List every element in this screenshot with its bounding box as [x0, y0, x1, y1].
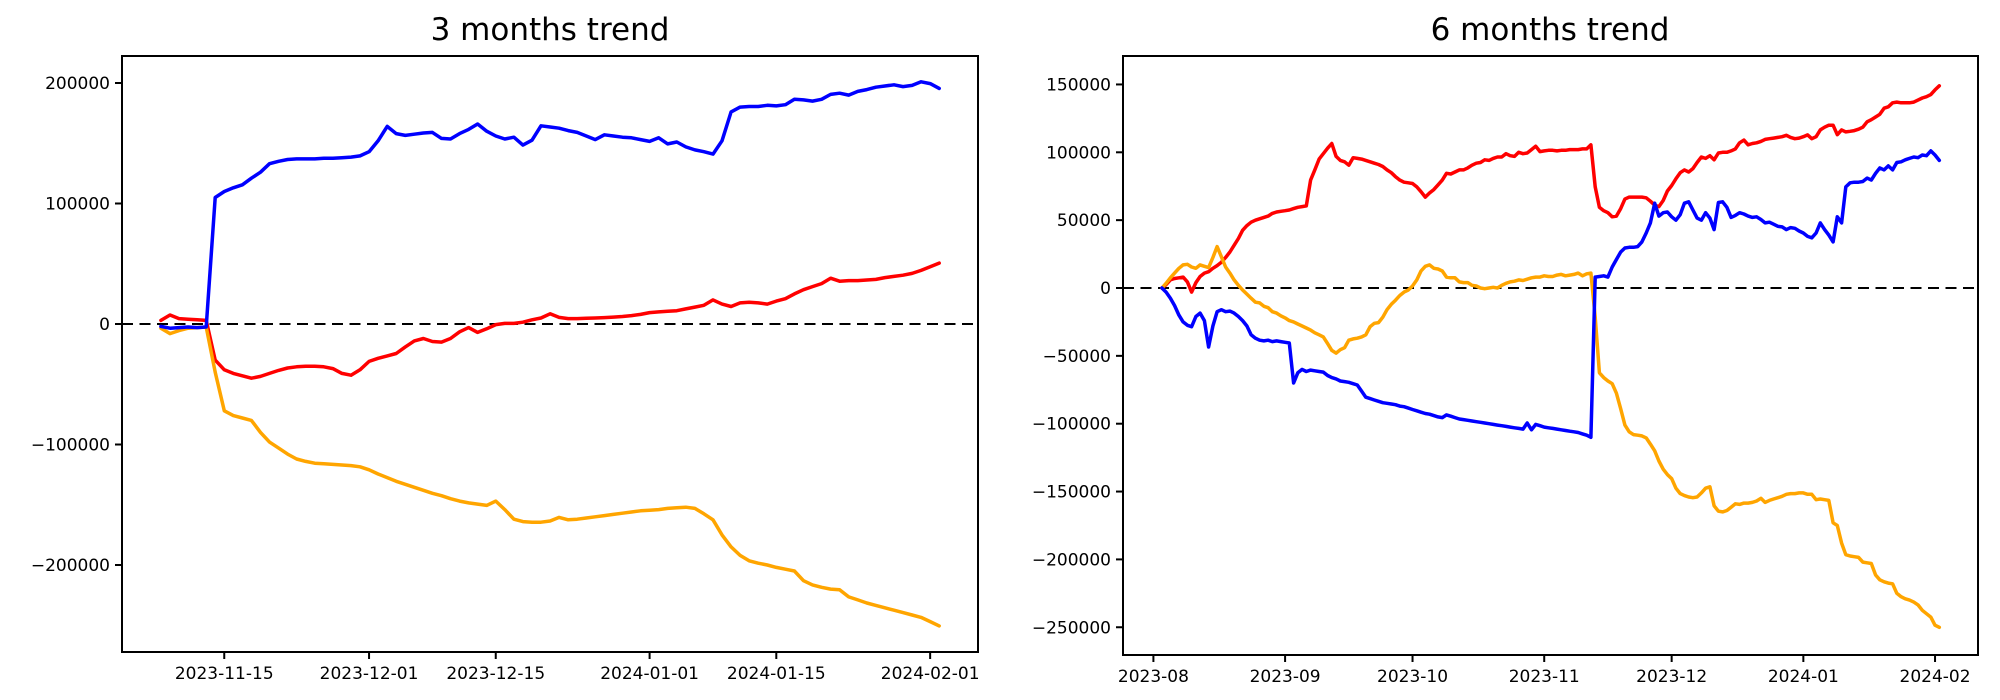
- x-tick-label: 2023-11: [1509, 667, 1580, 687]
- y-tick-label: −250000: [1032, 618, 1111, 638]
- x-tick-label: 2024-01-15: [727, 664, 826, 684]
- series-line-red: [159, 261, 941, 380]
- series-line-orange: [159, 325, 941, 628]
- x-tick-label: 2023-12: [1636, 667, 1707, 687]
- x-tick-label: 2023-12-01: [320, 664, 419, 684]
- series-line-blue: [159, 80, 941, 330]
- x-tick-label: 2023-08: [1118, 667, 1189, 687]
- x-tick-label: 2023-09: [1250, 667, 1321, 687]
- chart-title-6-months: 6 months trend: [1431, 12, 1670, 48]
- y-tick-label: 0: [99, 315, 110, 335]
- x-tick-label: 2023-11-15: [175, 664, 274, 684]
- x-tick-label: 2024-01: [1768, 667, 1839, 687]
- chart-title-3-months: 3 months trend: [431, 12, 670, 48]
- plot-frame: [121, 55, 979, 653]
- y-tick-label: 100000: [45, 195, 110, 215]
- y-tick-label: 0: [1100, 279, 1111, 299]
- y-tick-label: −100000: [1032, 415, 1111, 435]
- axes-layer: 200000 100000 0 −100000 −200000 2023-11-15 202…: [31, 55, 1979, 687]
- y-tick-label: 50000: [1057, 211, 1111, 231]
- plot-frame: [1122, 55, 1979, 656]
- y-tick-label: −50000: [1043, 347, 1111, 367]
- x-tick-label: 2023-10: [1377, 667, 1448, 687]
- y-tick-label: −200000: [31, 556, 110, 576]
- series-line-blue: [1160, 149, 1942, 440]
- y-tick-label: −100000: [31, 436, 110, 456]
- y-tick-label: 200000: [45, 74, 110, 94]
- y-tick-label: 100000: [1046, 143, 1111, 163]
- y-tick-label: 150000: [1046, 75, 1111, 95]
- x-tick-label: 2023-12-15: [446, 664, 545, 684]
- x-tick-label: 2024-01-01: [600, 664, 699, 684]
- series-line-orange: [1160, 244, 1942, 630]
- series-layer: [159, 80, 1942, 630]
- x-tick-label: 2024-02: [1900, 667, 1971, 687]
- series-line-red: [1160, 84, 1942, 294]
- y-tick-label: −200000: [1032, 550, 1111, 570]
- y-tick-label: −150000: [1032, 483, 1111, 503]
- x-tick-label: 2024-02-01: [881, 664, 980, 684]
